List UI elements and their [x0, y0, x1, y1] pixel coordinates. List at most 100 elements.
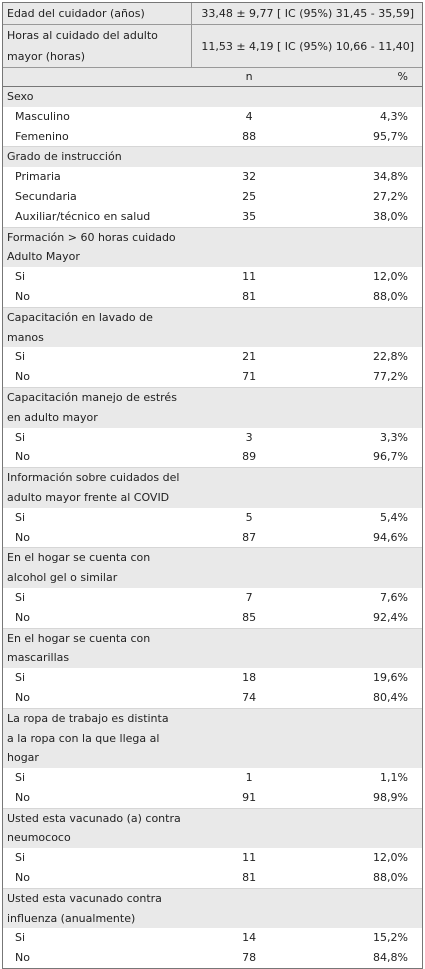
row-n: 87	[192, 528, 307, 548]
text: 71	[242, 370, 257, 384]
text: Femenino	[15, 129, 69, 143]
row-pct: 38,0%	[307, 207, 422, 227]
section-title: La ropa de trabajo es distinta a la ropa …	[3, 707, 192, 769]
row-label: Femenino	[3, 127, 192, 147]
section-title: En el hogar se cuenta con alcohol gel o s…	[3, 547, 192, 588]
row-label: No	[3, 447, 192, 467]
text: Si	[15, 931, 26, 945]
text: 81	[242, 871, 257, 885]
text: Usted esta vacunado (a) contra	[7, 811, 181, 825]
text: Auxiliar/técnico en salud	[15, 209, 151, 223]
text: No	[15, 610, 30, 624]
data-row: Si 5 5,4%	[3, 508, 422, 528]
section-title: Usted esta vacunado (a) contra neumococo	[3, 807, 192, 849]
section-title: En el hogar se cuenta con mascarillas	[3, 627, 192, 669]
text: 18	[242, 671, 257, 685]
row-pct: 88,0%	[307, 287, 422, 307]
data-row: Primaria 32 34,8%	[3, 167, 422, 187]
text: 15,2%	[373, 931, 408, 945]
data-row: No 81 88,0%	[3, 287, 422, 307]
row-pct: 34,8%	[307, 167, 422, 187]
row-label: Si	[3, 428, 192, 448]
cell	[306, 306, 422, 348]
data-row: Secundaria 25 27,2%	[3, 187, 422, 207]
text: 77,2%	[373, 370, 408, 384]
text: 14	[242, 931, 257, 945]
cell	[306, 226, 422, 268]
row-n: 14	[192, 928, 307, 948]
cell	[306, 887, 422, 929]
text: 32	[242, 170, 257, 184]
data-row: Si 3 3,3%	[3, 428, 422, 448]
text: Si	[15, 771, 26, 785]
row-label: No	[3, 868, 192, 888]
text: Primaria	[15, 170, 61, 184]
text: 34,8%	[373, 170, 408, 184]
text: Si	[15, 350, 26, 364]
text: Capacitación manejo de estrés	[7, 390, 177, 404]
row-n: 4	[192, 107, 307, 127]
row-label: Si	[3, 267, 192, 287]
data-row: No 87 94,6%	[3, 528, 422, 548]
data-row: No 74 80,4%	[3, 688, 422, 708]
summary-value: 33,48 ± 9,77 [ IC (95%) 31,45 - 35,59]	[191, 3, 422, 25]
section-row: Capacitación en lavado de manos	[3, 306, 422, 348]
section-title: Capacitación en lavado de manos	[3, 306, 192, 348]
section-row: En el hogar se cuenta con mascarillas	[3, 627, 422, 669]
section-title: Sexo	[3, 85, 192, 107]
summary-row: Edad del cuidador (años) 33,48 ± 9,77 [ I…	[3, 3, 422, 25]
text: No	[15, 951, 30, 965]
row-pct: 27,2%	[307, 187, 422, 207]
cell	[306, 386, 422, 428]
cell	[306, 467, 422, 508]
row-n: 85	[192, 608, 307, 628]
row-n: 91	[192, 788, 307, 808]
row-pct: 15,2%	[307, 928, 422, 948]
data-row: No 85 92,4%	[3, 608, 422, 628]
cell	[191, 547, 307, 588]
text: 25	[242, 189, 257, 203]
text: 85	[242, 610, 257, 624]
row-pct: 80,4%	[307, 688, 422, 708]
section-row: La ropa de trabajo es distinta a la ropa …	[3, 707, 422, 769]
table-body: Edad del cuidador (años) 33,48 ± 9,77 [ I…	[3, 3, 422, 968]
cell	[191, 226, 307, 268]
row-pct: 88,0%	[307, 868, 422, 888]
text: Si	[15, 590, 26, 604]
text: 5	[245, 510, 253, 524]
data-row: Si 18 19,6%	[3, 668, 422, 688]
row-pct: 94,6%	[307, 528, 422, 548]
text: mascarillas	[7, 651, 70, 665]
text: No	[15, 450, 30, 464]
row-label: No	[3, 367, 192, 387]
section-row: Usted esta vacunado (a) contra neumococo	[3, 807, 422, 849]
text: 95,7%	[373, 129, 408, 143]
text: Masculino	[15, 109, 70, 123]
row-n: 89	[192, 447, 307, 467]
text: 4	[245, 109, 253, 123]
row-label: Masculino	[3, 107, 192, 127]
text: Si	[15, 270, 26, 284]
text: En el hogar se cuenta con	[7, 551, 151, 565]
text: 11	[242, 270, 257, 284]
row-n: 25	[192, 187, 307, 207]
data-row: Si 7 7,6%	[3, 588, 422, 608]
cell	[191, 306, 307, 348]
row-n: 11	[192, 848, 307, 868]
data-row: Auxiliar/técnico en salud 35 38,0%	[3, 207, 422, 227]
text: Capacitación en lavado de	[7, 310, 153, 324]
data-row: Femenino 88 95,7%	[3, 127, 422, 147]
cell	[191, 146, 307, 168]
section-row: Información sobre cuidados del adulto may…	[3, 467, 422, 508]
cell	[306, 627, 422, 669]
row-n: 71	[192, 367, 307, 387]
row-pct: 5,4%	[307, 508, 422, 528]
text: 92,4%	[373, 610, 408, 624]
row-label: Si	[3, 768, 192, 788]
row-pct: 84,8%	[307, 948, 422, 968]
row-label: No	[3, 287, 192, 307]
text: 21	[242, 350, 257, 364]
text: 38,0%	[373, 209, 408, 223]
text: 94,6%	[373, 530, 408, 544]
